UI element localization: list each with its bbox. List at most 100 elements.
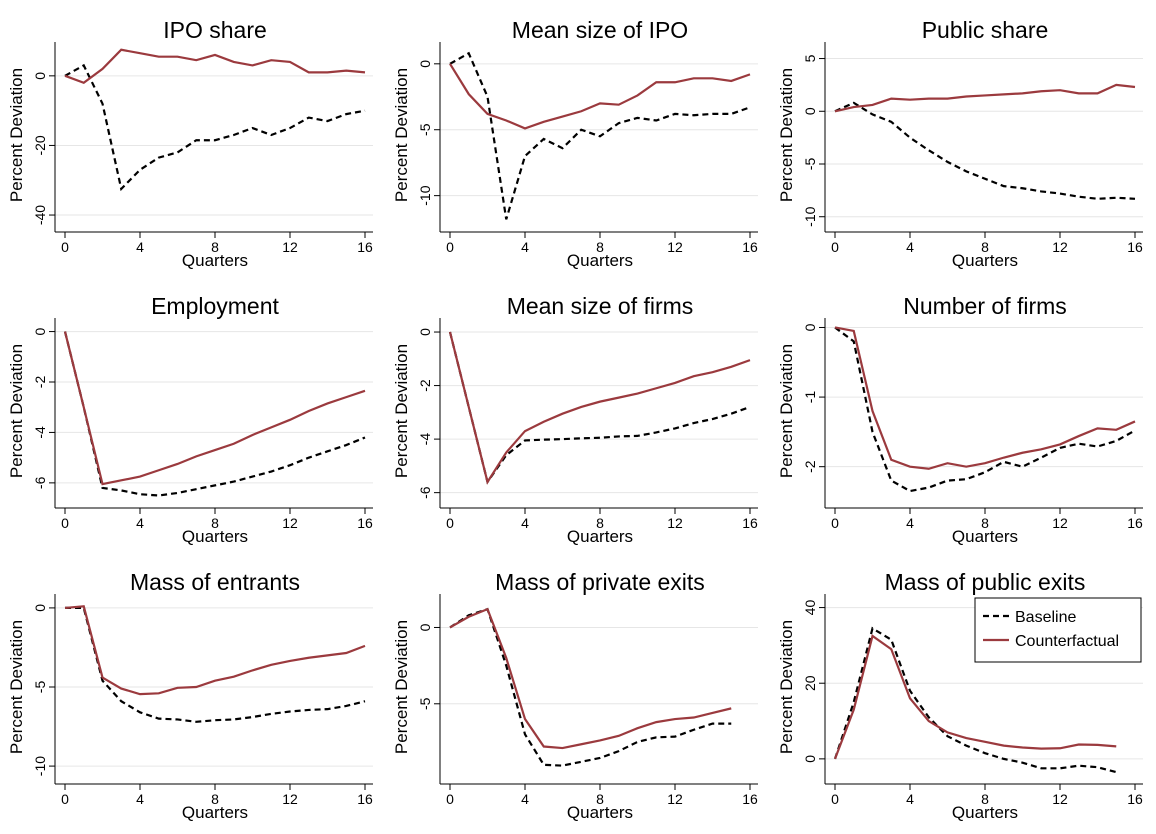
x-tick-label: 16 (742, 239, 758, 255)
y-tick-label: -1 (802, 391, 818, 404)
y-tick-label: 0 (32, 327, 48, 335)
x-axis-label: Quarters (182, 251, 248, 270)
x-tick-label: 16 (742, 515, 758, 531)
y-tick-label: 0 (417, 328, 433, 336)
x-tick-label: 16 (742, 791, 758, 807)
series-line (448, 331, 751, 485)
chart-title: Mass of private exits (495, 569, 705, 595)
series-line (834, 83, 1136, 113)
chart-title: IPO share (163, 17, 267, 43)
x-tick-label: 12 (667, 239, 683, 255)
y-tick-label: -2 (802, 460, 818, 473)
x-axis-label: Quarters (567, 803, 633, 822)
series-line (833, 634, 1117, 760)
y-axis-label: Percent Deviation (7, 344, 26, 478)
panel: Mass of public exits Quarters Percent Devi… (777, 569, 1143, 822)
x-axis-label: Quarters (952, 803, 1018, 822)
y-tick-label: 40 (802, 600, 818, 616)
x-tick-label: 8 (981, 239, 989, 255)
y-axis-label: Percent Deviation (392, 344, 411, 478)
y-tick-label: -5 (802, 158, 818, 171)
y-tick-label: -6 (417, 486, 433, 499)
x-tick-label: 8 (211, 239, 219, 255)
y-tick-label: 0 (32, 604, 48, 612)
y-tick-label: -5 (417, 697, 433, 710)
series-line (449, 63, 751, 130)
y-tick-label: -2 (417, 379, 433, 392)
x-axis-label: Quarters (952, 251, 1018, 270)
x-tick-label: 4 (136, 239, 144, 255)
series-line (64, 605, 366, 696)
x-tick-label: 16 (357, 515, 373, 531)
x-tick-label: 0 (831, 515, 839, 531)
x-tick-label: 8 (211, 515, 219, 531)
x-tick-label: 4 (136, 791, 144, 807)
x-tick-label: 0 (61, 791, 69, 807)
series-line (834, 326, 1136, 493)
panel: Mass of entrants Quarters Percent Deviatio… (7, 569, 373, 822)
series-line (64, 63, 366, 192)
x-tick-label: 12 (667, 791, 683, 807)
legend-label: Counterfactual (1015, 633, 1119, 650)
y-tick-label: 0 (802, 323, 818, 331)
y-axis-label: Percent Deviation (777, 68, 796, 202)
y-tick-label: -20 (32, 135, 48, 155)
y-axis-label: Percent Deviation (7, 68, 26, 202)
series-line (64, 48, 366, 85)
chart-title: Mass of public exits (885, 569, 1086, 595)
series-line (449, 607, 732, 750)
x-tick-label: 4 (906, 515, 914, 531)
x-tick-label: 8 (596, 515, 604, 531)
chart-title: Public share (922, 17, 1049, 43)
y-tick-label: 0 (417, 60, 433, 68)
x-tick-label: 4 (521, 239, 529, 255)
panel: IPO share Quarters Percent Deviation 0 -20 -4… (7, 17, 373, 270)
series-line (834, 326, 1136, 470)
series-line (449, 51, 751, 220)
y-axis-label: Percent Deviation (392, 620, 411, 754)
panel: Number of firms Quarters Percent Deviation… (777, 293, 1143, 546)
chart-title: Employment (151, 293, 279, 319)
y-tick-label: -4 (32, 426, 48, 439)
x-tick-label: 0 (61, 515, 69, 531)
x-tick-label: 0 (831, 239, 839, 255)
x-tick-label: 8 (596, 791, 604, 807)
y-tick-label: -10 (802, 206, 818, 226)
panel: Employment Quarters Percent Deviation 0 -2 -4… (7, 293, 373, 546)
x-tick-label: 4 (521, 515, 529, 531)
y-axis-label: Percent Deviation (777, 620, 796, 754)
series-line (834, 101, 1136, 200)
y-tick-label: -10 (417, 185, 433, 205)
legend-label: Baseline (1015, 609, 1076, 626)
x-axis-label: Quarters (952, 527, 1018, 546)
x-axis-label: Quarters (182, 803, 248, 822)
x-tick-label: 16 (1127, 791, 1143, 807)
x-tick-label: 12 (282, 515, 298, 531)
x-tick-label: 12 (282, 791, 298, 807)
y-tick-label: -10 (32, 756, 48, 776)
x-tick-label: 12 (282, 239, 298, 255)
y-tick-label: -5 (32, 681, 48, 694)
chart-title: Mean size of IPO (512, 17, 688, 43)
y-tick-label: 0 (802, 107, 818, 115)
x-tick-label: 4 (521, 791, 529, 807)
x-tick-label: 12 (1052, 791, 1068, 807)
panel: Mass of private exits Quarters Percent Dev… (392, 569, 758, 822)
x-tick-label: 8 (211, 791, 219, 807)
x-tick-label: 0 (61, 239, 69, 255)
y-tick-label: -4 (417, 433, 433, 446)
x-tick-label: 12 (1052, 515, 1068, 531)
chart-title: Mass of entrants (130, 569, 300, 595)
y-tick-label: 0 (32, 72, 48, 80)
x-axis-label: Quarters (182, 527, 248, 546)
series-line (448, 331, 751, 485)
x-tick-label: 8 (596, 239, 604, 255)
x-tick-label: 0 (831, 791, 839, 807)
x-tick-label: 16 (1127, 239, 1143, 255)
x-tick-label: 0 (446, 515, 454, 531)
x-axis-label: Quarters (567, 251, 633, 270)
panel: Mean size of firms Quarters Percent Deviat… (392, 293, 758, 546)
y-axis-label: Percent Deviation (7, 620, 26, 754)
